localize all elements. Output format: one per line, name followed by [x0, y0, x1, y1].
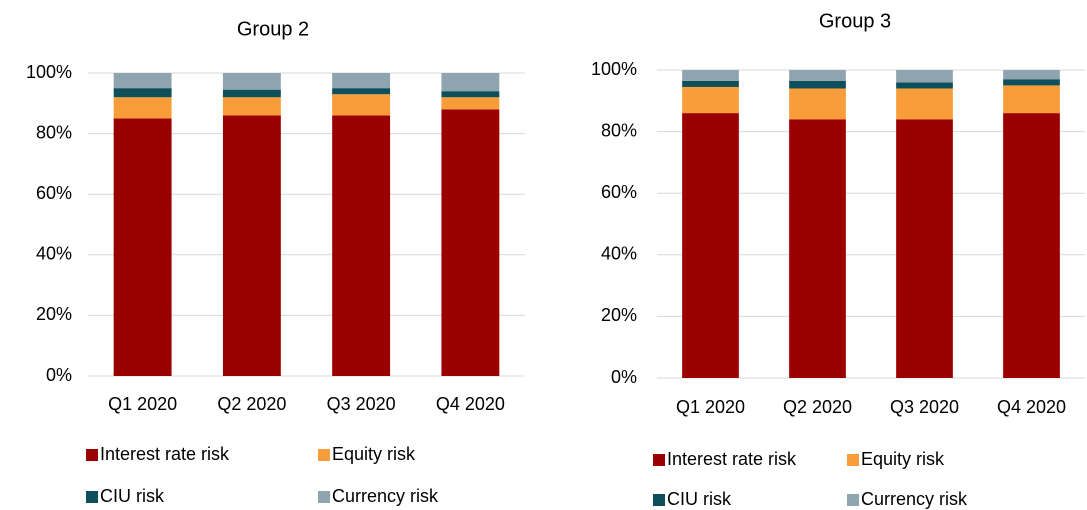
bar-segment: [222, 89, 281, 98]
bar-segment: [682, 80, 739, 87]
bar-segment: [332, 94, 391, 116]
legend-label: Equity risk: [332, 444, 416, 464]
legend-label: Currency risk: [861, 489, 968, 509]
y-tick-label: 40%: [601, 244, 637, 264]
y-tick-label: 60%: [601, 182, 637, 202]
legend-swatch: [653, 454, 665, 466]
bar-segment: [1003, 79, 1060, 86]
chart-title: Group 2: [237, 18, 309, 40]
x-tick-label: Q4 2020: [997, 397, 1066, 417]
legend-swatch: [847, 494, 859, 506]
y-tick-label: 60%: [36, 183, 72, 203]
x-tick-label: Q4 2020: [436, 394, 505, 414]
y-tick-label: 0%: [46, 365, 72, 385]
y-tick-label: 80%: [601, 120, 637, 140]
bar-segment: [789, 80, 846, 89]
legend-swatch: [86, 449, 98, 461]
legend-label: Interest rate risk: [667, 449, 797, 469]
x-tick-label: Q1 2020: [676, 397, 745, 417]
legend-label: Equity risk: [861, 449, 945, 469]
bar-segment: [113, 88, 172, 98]
bar-segment: [789, 119, 846, 378]
chart-title: Group 3: [819, 10, 891, 32]
bar-segment: [113, 73, 172, 89]
legend-swatch: [318, 449, 330, 461]
bar-segment: [332, 88, 391, 95]
legend-label: CIU risk: [667, 489, 732, 509]
y-tick-label: 100%: [26, 62, 72, 82]
legend-swatch: [653, 494, 665, 506]
legend-label: Interest rate risk: [100, 444, 230, 464]
bar-segment: [113, 97, 172, 119]
legend-label: Currency risk: [332, 486, 439, 506]
y-tick-label: 40%: [36, 244, 72, 264]
bar-segment: [682, 113, 739, 379]
legend-label: CIU risk: [100, 486, 165, 506]
bar-segment: [441, 109, 500, 377]
bar-segment: [896, 88, 953, 120]
x-tick-label: Q2 2020: [217, 394, 286, 414]
bar-segment: [1003, 70, 1060, 80]
x-tick-label: Q3 2020: [890, 397, 959, 417]
bar-segment: [1003, 113, 1060, 379]
x-tick-label: Q3 2020: [327, 394, 396, 414]
bar-segment: [896, 82, 953, 89]
bar-segment: [441, 91, 500, 98]
y-tick-label: 100%: [591, 59, 637, 79]
legend-swatch: [318, 491, 330, 503]
bar-segment: [441, 97, 500, 110]
bar-segment: [789, 88, 846, 120]
bar-segment: [682, 70, 739, 81]
bar-segment: [222, 73, 281, 90]
y-tick-label: 20%: [601, 305, 637, 325]
bar-segment: [1003, 85, 1060, 114]
legend-swatch: [86, 491, 98, 503]
x-tick-label: Q2 2020: [783, 397, 852, 417]
bar-segment: [896, 119, 953, 378]
bar-segment: [222, 115, 281, 377]
bar-segment: [222, 97, 281, 116]
bar-segment: [682, 86, 739, 114]
x-tick-label: Q1 2020: [108, 394, 177, 414]
bar-segment: [113, 118, 172, 376]
bar-segment: [441, 73, 500, 92]
y-tick-label: 20%: [36, 304, 72, 324]
legend-swatch: [847, 454, 859, 466]
y-tick-label: 80%: [36, 122, 72, 142]
bar-segment: [332, 73, 391, 89]
y-tick-label: 0%: [611, 367, 637, 387]
bar-segment: [896, 70, 953, 83]
bar-segment: [789, 70, 846, 81]
bar-segment: [332, 115, 391, 377]
